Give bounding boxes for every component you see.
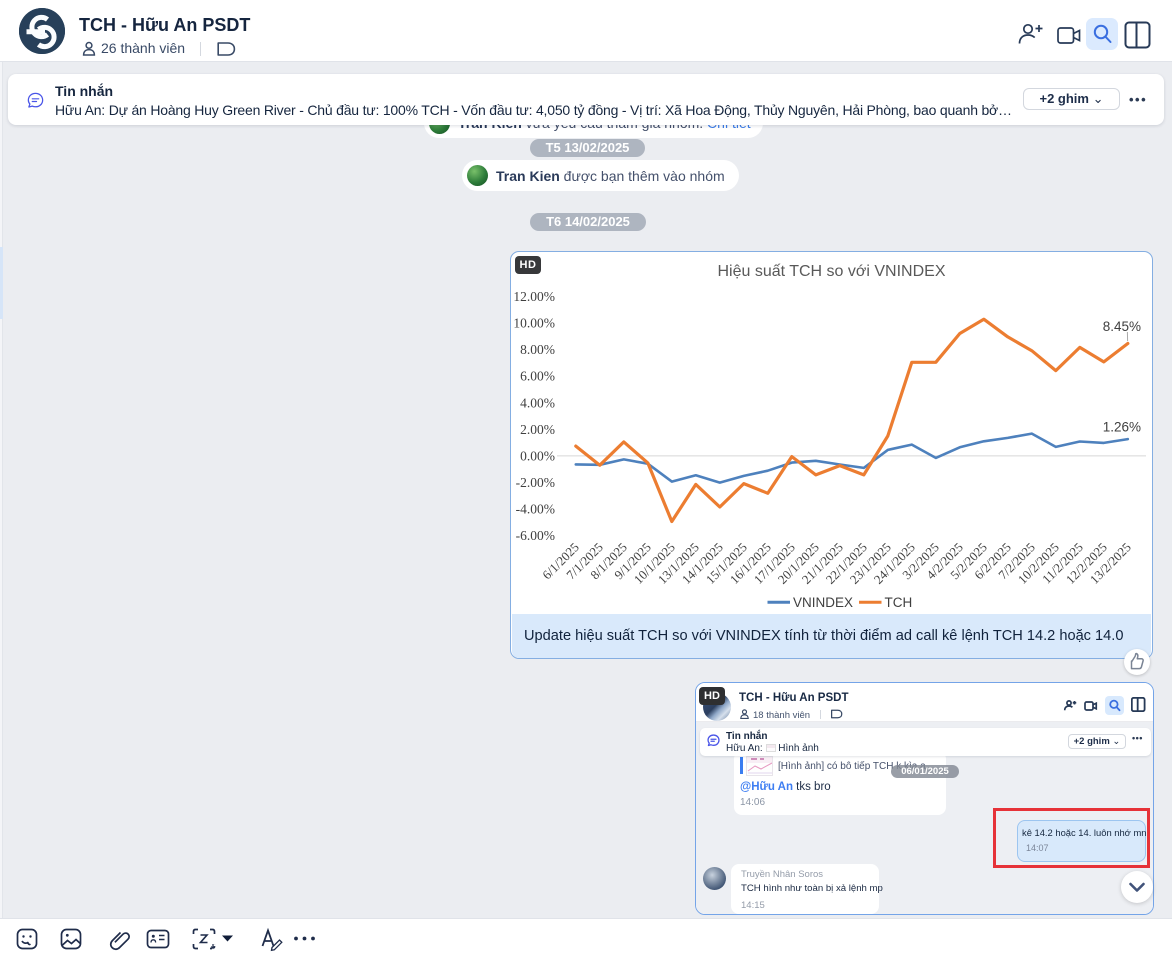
svg-text:-2.00%: -2.00% <box>516 475 555 490</box>
svg-text:0.00%: 0.00% <box>520 448 555 463</box>
svg-text:2.00%: 2.00% <box>520 422 555 437</box>
svg-text:-4.00%: -4.00% <box>516 502 555 517</box>
svg-text:VNINDEX: VNINDEX <box>793 595 853 610</box>
svg-text:12.00%: 12.00% <box>513 289 555 304</box>
svg-text:8.00%: 8.00% <box>520 342 555 357</box>
svg-text:8.45%: 8.45% <box>1103 319 1141 334</box>
svg-text:TCH: TCH <box>885 595 913 610</box>
svg-text:-6.00%: -6.00% <box>516 528 555 543</box>
svg-text:10.00%: 10.00% <box>513 316 555 331</box>
svg-text:4.00%: 4.00% <box>520 395 555 410</box>
svg-text:1.26%: 1.26% <box>1103 420 1141 435</box>
svg-text:6.00%: 6.00% <box>520 369 555 384</box>
